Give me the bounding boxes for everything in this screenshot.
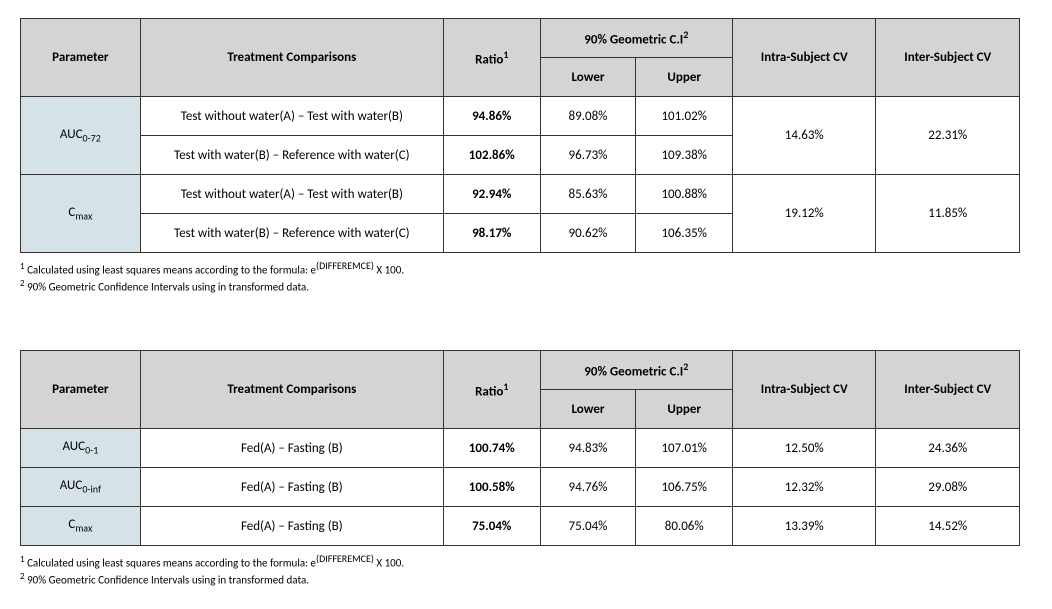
col-ci-group: 90% Geometric C.I2 xyxy=(540,19,732,58)
col-parameter: Parameter xyxy=(21,19,141,97)
col-upper: Upper xyxy=(636,390,733,429)
comparison-cell: Test with water(B) – Reference with wate… xyxy=(140,214,443,253)
col-inter: Inter-Subject CV xyxy=(876,351,1020,429)
ratio-cell: 98.17% xyxy=(443,214,540,253)
col-comparisons: Treatment Comparisons xyxy=(140,19,443,97)
col-ratio: Ratio1 xyxy=(443,351,540,429)
intra-cv-cell: 14.63% xyxy=(733,97,876,175)
ci-label: 90% Geometric C.I xyxy=(584,33,683,48)
table-row: CmaxFed(A) – Fasting (B)75.04%75.04%80.0… xyxy=(21,507,1020,546)
comparison-cell: Fed(A) – Fasting (B) xyxy=(140,507,443,546)
table-row: AUC0-infFed(A) – Fasting (B)100.58%94.76… xyxy=(21,468,1020,507)
ratio-sup: 1 xyxy=(503,48,508,61)
ratio-cell: 102.86% xyxy=(443,136,540,175)
ratio-cell: 100.74% xyxy=(443,429,540,468)
footnotes-2: 1 Calculated using least squares means a… xyxy=(20,552,1032,588)
intra-cv-cell: 12.50% xyxy=(733,429,876,468)
intra-cv-cell: 19.12% xyxy=(733,175,876,253)
ci-label: 90% Geometric C.I xyxy=(584,365,683,380)
footnotes-1: 1 Calculated using least squares means a… xyxy=(20,259,1032,295)
lower-cell: 94.76% xyxy=(540,468,636,507)
col-lower: Lower xyxy=(540,390,636,429)
ratio-sup: 1 xyxy=(503,380,508,393)
table-row: CmaxTest without water(A) – Test with wa… xyxy=(21,175,1020,214)
inter-cv-cell: 14.52% xyxy=(876,507,1020,546)
ratio-cell: 94.86% xyxy=(443,97,540,136)
fn1-pre: Calculated using least squares means acc… xyxy=(27,264,316,277)
bioequivalence-table-2: Parameter Treatment Comparisons Ratio1 9… xyxy=(20,350,1020,546)
col-inter: Inter-Subject CV xyxy=(876,19,1020,97)
col-ratio: Ratio1 xyxy=(443,19,540,97)
fn1-post: X 100. xyxy=(374,264,404,277)
table-row: AUC0-1Fed(A) – Fasting (B)100.74%94.83%1… xyxy=(21,429,1020,468)
upper-cell: 101.02% xyxy=(636,97,733,136)
upper-cell: 106.35% xyxy=(636,214,733,253)
ratio-cell: 75.04% xyxy=(443,507,540,546)
upper-cell: 109.38% xyxy=(636,136,733,175)
lower-cell: 85.63% xyxy=(540,175,636,214)
intra-cv-cell: 13.39% xyxy=(733,507,876,546)
inter-cv-cell: 24.36% xyxy=(876,429,1020,468)
lower-cell: 75.04% xyxy=(540,507,636,546)
upper-cell: 106.75% xyxy=(636,468,733,507)
comparison-cell: Test without water(A) – Test with water(… xyxy=(140,97,443,136)
lower-cell: 96.73% xyxy=(540,136,636,175)
lower-cell: 90.62% xyxy=(540,214,636,253)
col-intra: Intra-Subject CV xyxy=(733,19,876,97)
upper-cell: 107.01% xyxy=(636,429,733,468)
inter-cv-cell: 29.08% xyxy=(876,468,1020,507)
table-row: AUC0-72Test without water(A) – Test with… xyxy=(21,97,1020,136)
upper-cell: 100.88% xyxy=(636,175,733,214)
lower-cell: 89.08% xyxy=(540,97,636,136)
comparison-cell: Fed(A) – Fasting (B) xyxy=(140,429,443,468)
comparison-cell: Test with water(B) – Reference with wate… xyxy=(140,136,443,175)
parameter-cell: Cmax xyxy=(21,175,141,253)
inter-cv-cell: 11.85% xyxy=(876,175,1020,253)
col-comparisons: Treatment Comparisons xyxy=(140,351,443,429)
parameter-cell: AUC0-1 xyxy=(21,429,141,468)
parameter-cell: AUC0-72 xyxy=(21,97,141,175)
col-lower: Lower xyxy=(540,58,636,97)
upper-cell: 80.06% xyxy=(636,507,733,546)
comparison-cell: Fed(A) – Fasting (B) xyxy=(140,468,443,507)
ratio-label: Ratio xyxy=(475,52,503,67)
col-upper: Upper xyxy=(636,58,733,97)
parameter-cell: AUC0-inf xyxy=(21,468,141,507)
ci-sup: 2 xyxy=(683,360,688,373)
ci-sup: 2 xyxy=(683,28,688,41)
fn1-pre: Calculated using least squares means acc… xyxy=(27,557,316,570)
fn1-sup: (DIFFEREMCE) xyxy=(316,552,374,565)
ratio-cell: 92.94% xyxy=(443,175,540,214)
fn1-post: X 100. xyxy=(374,557,404,570)
col-parameter: Parameter xyxy=(21,351,141,429)
ratio-label: Ratio xyxy=(475,384,503,399)
ratio-cell: 100.58% xyxy=(443,468,540,507)
fn2: 90% Geometric Confidence Intervals using… xyxy=(27,281,309,294)
bioequivalence-table-1: Parameter Treatment Comparisons Ratio1 9… xyxy=(20,18,1020,253)
col-ci-group: 90% Geometric C.I2 xyxy=(540,351,732,390)
intra-cv-cell: 12.32% xyxy=(733,468,876,507)
comparison-cell: Test without water(A) – Test with water(… xyxy=(140,175,443,214)
lower-cell: 94.83% xyxy=(540,429,636,468)
fn1-sup: (DIFFEREMCE) xyxy=(316,259,374,272)
col-intra: Intra-Subject CV xyxy=(733,351,876,429)
parameter-cell: Cmax xyxy=(21,507,141,546)
inter-cv-cell: 22.31% xyxy=(876,97,1020,175)
fn2: 90% Geometric Confidence Intervals using… xyxy=(27,574,309,587)
